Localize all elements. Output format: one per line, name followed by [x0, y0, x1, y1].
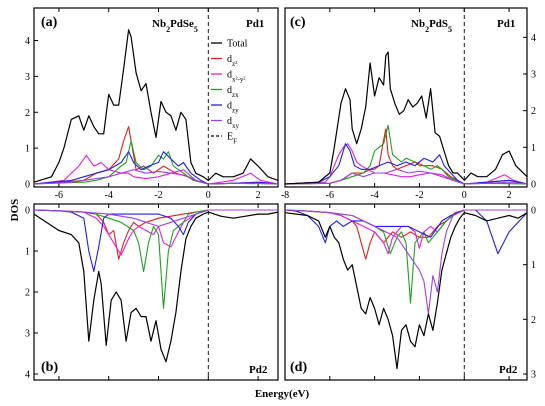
panel-b-site: Pd2	[249, 364, 268, 376]
y-tick-label: 3	[25, 329, 30, 340]
y-tick-label: 2	[531, 315, 536, 326]
series-dzx-line	[284, 209, 527, 304]
series-dz2-line	[284, 209, 527, 260]
series-dxy-line	[284, 209, 527, 315]
y-tick-label: 4	[25, 370, 30, 381]
panel-c-compound: Nb2PdS5	[411, 18, 452, 34]
y-tick-label: 0	[531, 180, 536, 191]
legend-label-dzy: dzy	[227, 101, 239, 115]
y-tick-label: 2	[531, 106, 536, 117]
panel-c-tag: (c)	[290, 15, 306, 30]
x-tick-label: -6	[326, 190, 334, 201]
panel-a: -6 -4 -2 0 2 0 1 2 3 4	[25, 7, 279, 201]
y-tick-label: 1	[25, 144, 30, 155]
series-total-line	[284, 212, 528, 370]
series-dx2y2-line	[33, 154, 279, 185]
series-dxy-line	[33, 169, 279, 185]
series-dx2y2-line	[33, 209, 278, 256]
y-tick-label: 3	[531, 370, 536, 381]
x-tick-label: 0	[462, 190, 467, 201]
panel-d: 0 1 2 3	[284, 203, 536, 381]
series-dzy-line	[284, 143, 528, 185]
panel-d-frame	[284, 203, 528, 381]
panel-a-frame	[33, 7, 279, 188]
series-dxy-line	[33, 209, 278, 227]
y-tick-label: 0	[531, 206, 536, 217]
x-tick-label: -8	[281, 190, 289, 201]
y-tick-label: 3	[25, 72, 30, 83]
x-tick-label: -2	[415, 190, 423, 201]
series-total-line	[33, 29, 279, 183]
series-total-line	[284, 51, 528, 185]
series-dz2-line	[284, 128, 528, 185]
series-total-line	[33, 211, 279, 363]
panel-c-frame	[284, 7, 528, 188]
y-tick-label: 0	[25, 206, 30, 217]
legend-label-ef: EF	[227, 132, 237, 146]
panel-a-compound: Nb2PdSe5	[152, 18, 198, 34]
panel-b: 0 1 2 3 4	[25, 203, 279, 381]
y-tick-label: 0	[25, 180, 30, 191]
x-tick-label: 2	[507, 190, 512, 201]
x-axis-label: Energy(eV)	[255, 388, 310, 400]
x-tick-label: -4	[370, 190, 378, 201]
panel-a-tag: (a)	[41, 15, 58, 30]
y-tick-label: 1	[531, 260, 536, 271]
panel-c-site: Pd1	[497, 18, 515, 30]
series-dzy-line	[33, 209, 278, 273]
series-dzx-line	[33, 209, 278, 309]
y-tick-label: 2	[25, 288, 30, 299]
y-tick-label: 4	[25, 36, 30, 47]
y-tick-label: 3	[531, 70, 536, 81]
panel-d-tag: (d)	[290, 360, 307, 375]
series-dzx-line	[284, 124, 528, 185]
y-tick-label: 1	[25, 247, 30, 258]
panel-d-site: Pd2	[499, 364, 518, 376]
y-tick-label: 2	[25, 108, 30, 119]
panel-a-site: Pd1	[246, 18, 264, 30]
y-tick-label: 1	[531, 143, 536, 154]
legend-label-total: Total	[227, 39, 248, 50]
x-tick-label: 0	[206, 190, 211, 201]
legend-label-dzx: dzx	[227, 85, 239, 99]
panel-b-tag: (b)	[41, 360, 58, 375]
legend-label-dx2y2: dx²-y²	[227, 70, 246, 84]
x-tick-label: -6	[55, 190, 63, 201]
legend-label-dxy: dxy	[227, 116, 240, 130]
series-dxy-line	[284, 168, 528, 185]
panel-c: -8 -6 -4 -2 0 2 0 1 2 3 4	[281, 7, 536, 201]
x-tick-label: -2	[154, 190, 162, 201]
x-tick-label: 2	[256, 190, 261, 201]
series-dzx-line	[33, 140, 279, 185]
legend-label-dz2: dz²	[227, 54, 237, 68]
series-dx2y2-line	[284, 143, 528, 185]
y-tick-label: 4	[531, 33, 536, 44]
x-tick-label: -4	[105, 190, 113, 201]
series-dzy-line	[33, 151, 279, 185]
y-axis-label: DOS	[9, 199, 21, 222]
